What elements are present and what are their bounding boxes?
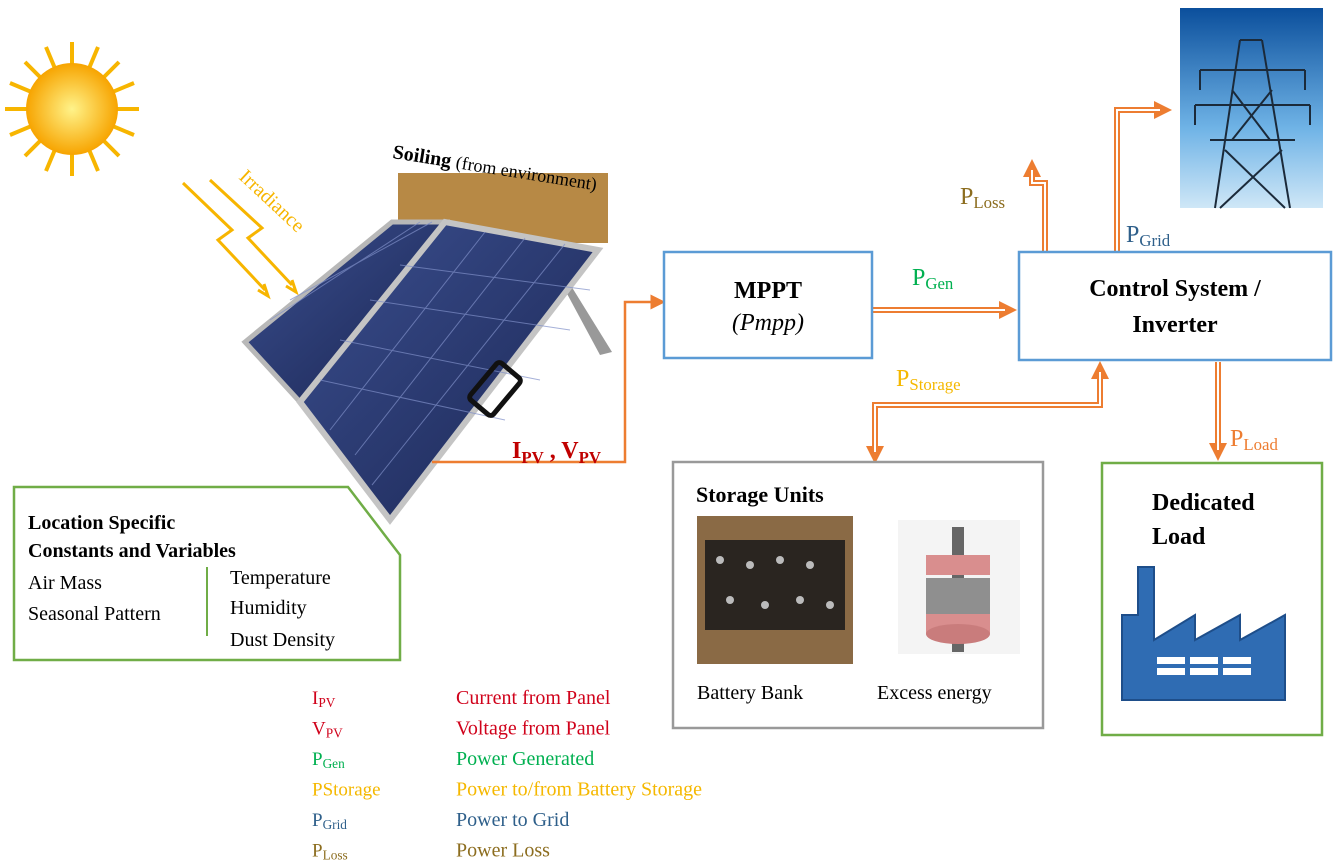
location-title: Constants and Variables <box>28 540 236 562</box>
location-left: Air Mass <box>28 572 102 594</box>
flywheel-image <box>898 520 1020 654</box>
legend-symbol: IPV <box>312 688 336 710</box>
panel-output-label: IPV , VPV <box>512 438 601 467</box>
legend-symbol-main: P <box>312 841 323 862</box>
legend-symbol-main: P <box>312 810 323 831</box>
diagram: Irradiance Soiling (from environment) IP… <box>0 0 1334 867</box>
sun-icon <box>5 42 139 176</box>
storage-item: Excess energy <box>877 682 992 704</box>
location-right: Dust Density <box>230 629 335 651</box>
location-left: Seasonal Pattern <box>28 603 161 625</box>
battery-image <box>697 516 853 664</box>
legend-symbol: VPV <box>312 719 343 741</box>
mppt-title: MPPT <box>734 278 802 304</box>
legend-symbol: PGrid <box>312 810 347 832</box>
flow-label: PGen <box>912 265 954 293</box>
mppt-subtitle: (Pmpp) <box>732 310 804 336</box>
legend-description: Power Generated <box>456 748 594 770</box>
legend-symbol-main: V <box>312 719 326 740</box>
storage-title: Storage Units <box>696 482 824 507</box>
legend-symbol-sub: Grid <box>323 817 348 832</box>
legend-symbol-sub: PV <box>318 695 335 710</box>
control-line: Inverter <box>1132 312 1218 338</box>
solar-panel <box>245 222 612 520</box>
flow-label: PLoad <box>1230 426 1278 454</box>
legend-description: Power to Grid <box>456 809 569 831</box>
location-right: Temperature <box>230 567 331 589</box>
legend-symbol: PStorage <box>312 780 381 801</box>
legend-description: Current from Panel <box>456 687 611 709</box>
transmission-tower <box>1180 8 1323 208</box>
control-line: Control System / <box>1089 276 1261 302</box>
location-title: Location Specific <box>28 512 175 534</box>
legend-description: Voltage from Panel <box>456 718 610 740</box>
legend-symbol: PGen <box>312 749 345 771</box>
load-line: Dedicated <box>1152 490 1255 516</box>
legend-symbol: PLoss <box>312 841 348 863</box>
legend-symbol-sub: Gen <box>323 756 346 771</box>
storage-item: Battery Bank <box>697 682 803 704</box>
flow-label: PLoss <box>960 184 1005 212</box>
flow-label: PStorage <box>896 366 961 394</box>
flow-label: PGrid <box>1126 222 1171 250</box>
legend-symbol-sub: Loss <box>323 848 348 863</box>
legend-symbol-sub: PV <box>326 726 343 741</box>
control-box <box>1019 252 1331 360</box>
page: Irradiance Soiling (from environment) IP… <box>0 0 1334 867</box>
legend-description: Power to/from Battery Storage <box>456 779 702 801</box>
legend-symbol-main: PStorage <box>312 780 381 801</box>
location-right: Humidity <box>230 597 307 619</box>
load-line: Load <box>1152 524 1206 550</box>
mppt-box <box>664 252 872 358</box>
irradiance-label: Irradiance <box>235 166 309 237</box>
legend-symbol-main: P <box>312 749 323 770</box>
legend-description: Power Loss <box>456 840 550 862</box>
